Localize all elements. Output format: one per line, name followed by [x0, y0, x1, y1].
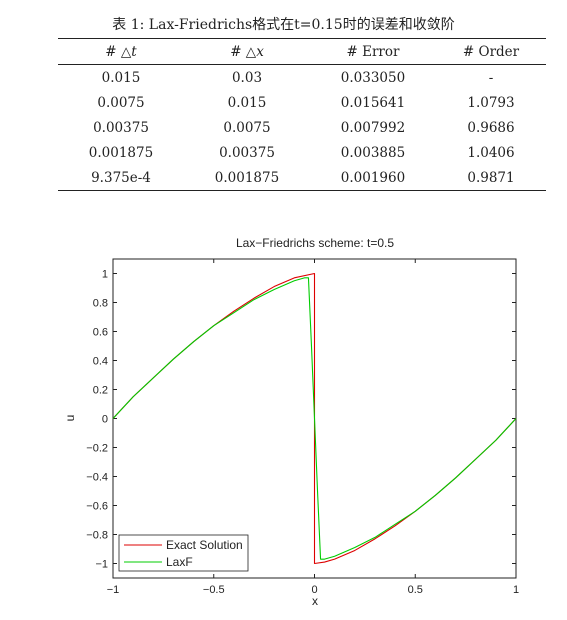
cell-error: 0.003885: [340, 144, 406, 161]
table-row: 0.0075 0.015 0.015641 1.0793: [58, 90, 546, 115]
cell-error: 0.033050: [340, 69, 406, 86]
x-axis-label: x: [312, 594, 318, 608]
laxf-chart: Lax−Friedrichs scheme: t=0.5 −1 −0.5 0 0.5 1…: [63, 236, 519, 608]
cell-order: 0.9686: [467, 119, 515, 136]
cell-error: 0.007992: [340, 119, 406, 136]
header-dx: # △x: [230, 43, 264, 60]
legend-label-laxf: LaxF: [166, 555, 193, 569]
y-tick-label: −1: [95, 559, 108, 571]
y-tick-label: 0.8: [93, 298, 108, 310]
series-lines: [112, 272, 517, 565]
legend: Exact Solution LaxF: [118, 534, 249, 572]
cell-error: 0.015641: [340, 94, 406, 111]
y-tick-label: −0.2: [86, 443, 108, 455]
cell-dt: 0.0075: [97, 94, 145, 111]
axis-ticks: −1 −0.5 0 0.5 1 −1 −0.8 −0.6 −0.4 −0.2 0 0.2 0.4 0.6 0…: [86, 259, 519, 596]
cell-order: 1.0406: [467, 144, 515, 161]
header-error: # Error: [346, 43, 400, 60]
cell-error: 0.001960: [340, 169, 406, 186]
cell-dt: 0.00375: [93, 119, 149, 136]
cell-order: -: [488, 69, 494, 86]
x-tick-label: 0: [311, 584, 317, 596]
y-tick-label: −0.4: [86, 472, 108, 484]
header-order: # Order: [462, 43, 520, 60]
x-tick-label: 0.5: [408, 584, 423, 596]
cell-dx: 0.03: [231, 69, 263, 86]
table-row: 0.015 0.03 0.033050 -: [58, 65, 546, 91]
y-tick-label: −0.8: [86, 530, 108, 542]
table-caption: 表 1: Lax-Friedrichs格式在t=0.15时的误差和收敛阶: [112, 17, 455, 33]
legend-label-exact: Exact Solution: [166, 538, 243, 552]
cell-dx: 0.015: [227, 94, 267, 111]
table-row: 9.375e-4 0.001875 0.001960 0.9871: [58, 165, 546, 191]
y-tick-label: 0: [102, 414, 108, 426]
x-tick-label: −0.5: [203, 584, 225, 596]
y-tick-label: 0.2: [93, 385, 108, 397]
cell-order: 1.0793: [467, 94, 515, 111]
y-axis-label: u: [63, 415, 77, 422]
x-tick-label: 1: [513, 584, 519, 596]
series-laxf: [112, 277, 517, 560]
cell-dt: 0.015: [101, 69, 141, 86]
x-tick-label: −1: [107, 584, 120, 596]
cell-order: 0.9871: [467, 169, 515, 186]
table-header-row: # △t # △x # Error # Order: [58, 38, 546, 65]
y-tick-label: 1: [102, 269, 108, 281]
header-dt: # △t: [105, 43, 137, 60]
y-tick-label: 0.4: [93, 356, 108, 368]
error-table: # △t # △x # Error # Order 0.015 0.03 0.0…: [58, 38, 546, 191]
cell-dx: 0.001875: [214, 169, 280, 186]
cell-dt: 0.001875: [88, 144, 154, 161]
cell-dx: 0.0075: [223, 119, 271, 136]
legend-box: [118, 534, 249, 572]
cell-dt: 9.375e-4: [91, 169, 151, 186]
table-row: 0.001875 0.00375 0.003885 1.0406: [58, 140, 546, 165]
y-tick-label: 0.6: [93, 327, 108, 339]
table-row: 0.00375 0.0075 0.007992 0.9686: [58, 115, 546, 140]
cell-dx: 0.00375: [219, 144, 275, 161]
y-tick-label: −0.6: [86, 501, 108, 513]
chart-title: Lax−Friedrichs scheme: t=0.5: [236, 236, 394, 250]
